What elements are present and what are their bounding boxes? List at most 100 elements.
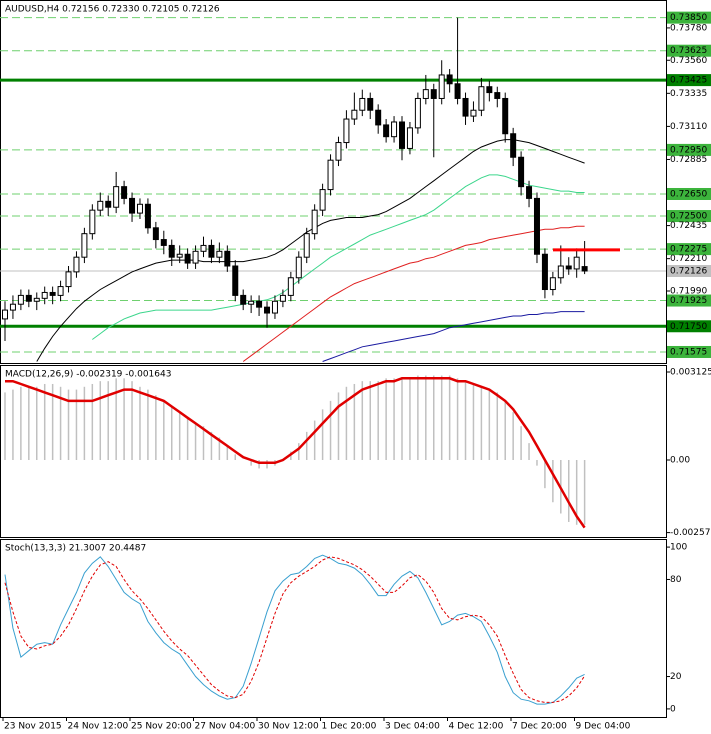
candle-body: [502, 97, 509, 135]
candle-body: [351, 109, 358, 120]
candle-body: [526, 186, 533, 199]
tick-label-box: [667, 320, 711, 333]
candle-body: [121, 186, 128, 199]
candle-body: [2, 309, 8, 320]
candle-body: [89, 209, 96, 235]
y-tick-label: 0.72885: [670, 155, 707, 165]
y-tick-label: -0.002578: [670, 528, 711, 538]
candle-body: [176, 253, 183, 258]
candle-body: [81, 233, 88, 258]
x-tick-label: 7 Dec 20:00: [512, 722, 567, 732]
y-tick-label: 0.71990: [670, 286, 707, 296]
y-tick-label: 100: [670, 543, 687, 553]
tick-label-box: [667, 243, 711, 256]
candle-body: [573, 256, 580, 270]
candle-body: [17, 294, 24, 305]
tick-label-box: [667, 44, 711, 57]
candle-body: [105, 200, 112, 208]
x-tick-label: 9 Dec 04:00: [576, 722, 631, 732]
candle-body: [33, 297, 40, 302]
candle-body: [478, 86, 485, 111]
y-tick-label: 0.73625: [670, 46, 707, 56]
x-tick-label: 3 Dec 04:00: [385, 722, 440, 732]
candle-body: [581, 266, 588, 272]
indicator-line: [4, 556, 586, 703]
candle-body: [129, 197, 136, 214]
x-tick-label: 25 Nov 20:00: [131, 722, 192, 732]
candle-body: [200, 244, 207, 252]
x-tick-label: 23 Nov 2015: [4, 722, 62, 732]
candle-body: [208, 244, 215, 258]
candle-body: [256, 300, 263, 308]
candle-body: [399, 121, 405, 149]
candle-body: [406, 127, 413, 149]
candle-body: [224, 250, 231, 267]
y-tick-label: 80: [670, 575, 682, 585]
y-tick-label: 0.73780: [670, 23, 707, 33]
candle-body: [113, 186, 120, 208]
y-tick-label: 0.73110: [670, 122, 707, 132]
x-tick-label: 1 Dec 20:00: [322, 722, 377, 732]
x-tick-label: 24 Nov 12:00: [68, 722, 129, 732]
candle-body: [9, 303, 16, 311]
candle-body: [192, 250, 199, 264]
tick-label-box: [667, 11, 711, 24]
candle-body: [152, 227, 159, 241]
candle-body: [240, 294, 247, 305]
candle-body: [414, 97, 421, 129]
candle-body: [518, 156, 525, 188]
candle-body: [264, 306, 271, 314]
tick-label-box: [667, 265, 711, 278]
panel-title: MACD(12,26,9) -0.002319 -0.001643: [5, 370, 171, 380]
candle-body: [383, 124, 390, 138]
candle-body: [287, 277, 294, 296]
candle-body: [73, 256, 80, 273]
y-tick-label: 0.72500: [670, 212, 707, 222]
indicator-line: [92, 174, 585, 340]
x-tick-label: 27 Nov 04:00: [195, 722, 256, 732]
candle-body: [49, 291, 56, 296]
candle-body: [510, 133, 517, 158]
x-tick-label: 4 Dec 12:00: [449, 722, 504, 732]
tick-label-box: [667, 187, 711, 200]
y-tick-label: 0.73425: [670, 76, 707, 86]
indicator-line: [242, 225, 585, 362]
x-tick-label: 30 Nov 12:00: [258, 722, 319, 732]
candle-body: [168, 244, 175, 258]
y-tick-label: 0.73335: [670, 89, 707, 99]
candle-body: [486, 86, 493, 94]
panel-title: Stoch(13,3,3) 21.3007 20.4487: [5, 544, 146, 554]
candle-body: [57, 286, 64, 296]
y-tick-label: 0.00: [670, 456, 690, 466]
candle-body: [470, 109, 477, 117]
candle-body: [136, 203, 143, 214]
candle-body: [279, 294, 286, 302]
indicator-line: [4, 554, 585, 705]
panel-title: AUDUSD,H4 0.72156 0.72330 0.72105 0.7212…: [5, 5, 220, 15]
candle-body: [295, 256, 302, 279]
indicator-line: [5, 377, 586, 529]
candle-body: [557, 265, 564, 279]
y-tick-label: 0.003125: [670, 368, 711, 378]
candle-body: [160, 239, 167, 246]
tick-label-box: [667, 74, 711, 87]
tick-label-box: [667, 294, 711, 307]
candle-body: [97, 200, 104, 211]
candle-body: [438, 74, 445, 99]
candle-body: [335, 142, 342, 161]
tick-label-box: [667, 210, 711, 223]
candle-body: [533, 197, 540, 255]
tick-label-box: [667, 345, 711, 358]
candle-body: [367, 97, 374, 111]
candle-body: [248, 300, 255, 305]
candle-body: [454, 83, 461, 99]
candle-body: [541, 253, 548, 291]
y-tick-label: 0.71575: [670, 347, 707, 357]
candle-body: [462, 97, 469, 117]
y-tick-label: 0: [670, 704, 676, 714]
y-tick-label: 0.72275: [670, 245, 707, 255]
tick-label-box: [667, 143, 711, 156]
candle-body: [422, 89, 429, 99]
candle-body: [144, 203, 151, 229]
